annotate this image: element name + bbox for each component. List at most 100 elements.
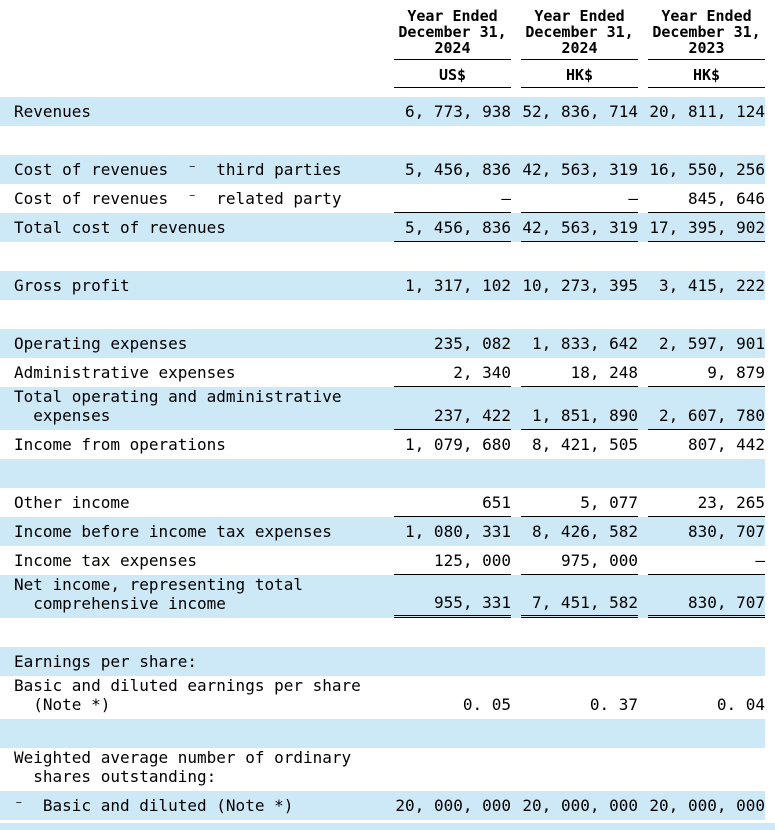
value-cell: — [521,189,638,213]
value-cell: 0. 05 [462,695,511,714]
currency-label-3: HK$ [648,67,765,88]
value-cell: 125, 000 [394,551,511,575]
partial-row-strip [0,823,775,830]
value-cell: 3, 415, 222 [659,276,765,295]
value-cell [648,671,765,676]
period-line: 2024 [434,39,471,57]
row-label: Earnings per share: [14,652,198,671]
row-label: Net income, representing total comprehen… [14,575,303,613]
row-label: Cost of revenues ⁻ related party [14,189,342,208]
value-cell: 5, 456, 836 [405,160,511,179]
table-row: Income from operations 1, 079, 680 8, 421,… [0,430,765,459]
value-cell: 2, 597, 901 [659,334,765,353]
column-header-3: Year Ended December 31, 2023 HK$ [648,8,765,88]
value-cell: 7, 451, 582 [521,593,638,618]
value-cell: 845, 646 [648,189,765,213]
value-cell [394,786,511,791]
row-label: Income before income tax expenses [14,522,332,541]
value-cell: 1, 080, 331 [405,522,511,541]
value-cell: 9, 879 [648,363,765,387]
header-label-spacer [0,8,384,13]
period-line: December 31, [525,23,634,41]
value-cell: 20, 000, 000 [649,796,765,815]
table-row: Operating expenses 235, 082 1, 833, 642 2, … [0,329,765,358]
spacer-row [0,618,765,647]
value-cell: 8, 426, 582 [532,522,638,541]
period-line: December 31, [652,23,761,41]
table-row: Gross profit 1, 317, 102 10, 273, 395 3, 41… [0,271,765,300]
value-cell: 1, 079, 680 [405,435,511,454]
value-cell: 17, 395, 902 [648,218,765,242]
value-cell: 20, 000, 000 [522,796,638,815]
currency-label-2: HK$ [521,67,638,88]
value-cell: 2, 340 [394,363,511,387]
period-line: Year Ended [661,7,752,25]
row-label: Other income [14,493,130,512]
row-label: Income tax expenses [14,551,198,570]
table-row: Weighted average number of ordinary shar… [0,748,765,791]
value-cell: 8, 421, 505 [532,435,638,454]
value-cell [521,671,638,676]
value-cell: 52, 836, 714 [522,102,638,121]
value-cell: 235, 082 [433,334,511,353]
value-cell: — [394,189,511,213]
value-cell: 42, 563, 319 [522,160,638,179]
value-cell: 0. 04 [716,695,765,714]
value-cell: 1, 851, 890 [521,406,638,430]
value-cell: 830, 707 [648,593,765,618]
value-cell: 10, 273, 395 [522,276,638,295]
row-label: ⁻ Basic and diluted (Note *) [14,796,294,815]
row-label: Income from operations [14,435,226,454]
value-cell: 20, 000, 000 [395,796,511,815]
value-cell: 18, 248 [521,363,638,387]
value-cell: 955, 331 [394,593,511,618]
column-header-1: Year Ended December 31, 2024 US$ [394,8,511,88]
value-cell: 1, 317, 102 [405,276,511,295]
spacer-row [0,459,765,488]
value-cell: 1, 833, 642 [532,334,638,353]
currency-label-1: US$ [394,67,511,88]
row-label: Revenues [14,102,92,121]
row-label: Cost of revenues ⁻ third parties [14,160,342,179]
value-cell [521,786,638,791]
value-cell: — [648,551,765,575]
table-row: Net income, representing total comprehen… [0,575,765,618]
period-label-2: Year Ended December 31, 2024 [521,8,638,60]
row-label: Administrative expenses [14,363,236,382]
value-cell: 830, 707 [687,522,765,541]
table-row: Total cost of revenues 5, 456, 836 42, 563… [0,213,765,242]
spacer-row [0,242,765,271]
row-label: Total cost of revenues [14,218,226,237]
period-line: Year Ended [407,7,498,25]
table-header: Year Ended December 31, 2024 US$ Year En… [0,0,765,97]
value-cell [394,671,511,676]
spacer-row [0,300,765,329]
period-line: 2023 [688,39,725,57]
table-row: Cost of revenues ⁻ third parties 5, 456, … [0,155,765,184]
value-cell [648,786,765,791]
spacer-row [0,719,765,748]
value-cell: 975, 000 [521,551,638,575]
value-cell: 237, 422 [394,406,511,430]
spacer-row [0,126,765,155]
period-label-1: Year Ended December 31, 2024 [394,8,511,60]
column-header-2: Year Ended December 31, 2024 HK$ [521,8,638,88]
table-row: Other income 651 5, 077 23, 265 [0,488,765,517]
table-row: Revenues 6, 773, 938 52, 836, 714 20, 811, … [0,97,765,126]
value-cell: 807, 442 [687,435,765,454]
value-cell: 5, 077 [521,493,638,517]
period-label-3: Year Ended December 31, 2023 [648,8,765,60]
table-row: Total operating and administrative expen… [0,387,765,430]
value-cell: 20, 811, 124 [649,102,765,121]
value-cell: 0. 37 [589,695,638,714]
value-cell: 42, 563, 319 [521,218,638,242]
value-cell: 23, 265 [648,493,765,517]
table-row: Administrative expenses 2, 340 18, 248 9, 8… [0,358,765,387]
row-label: Weighted average number of ordinary shar… [14,748,352,786]
value-cell: 16, 550, 256 [649,160,765,179]
table-row: Cost of revenues ⁻ related party — — 845, 6… [0,184,765,213]
value-cell: 2, 607, 780 [648,406,765,430]
period-line: Year Ended [534,7,625,25]
table-row: Income before income tax expenses 1, 080,… [0,517,765,546]
